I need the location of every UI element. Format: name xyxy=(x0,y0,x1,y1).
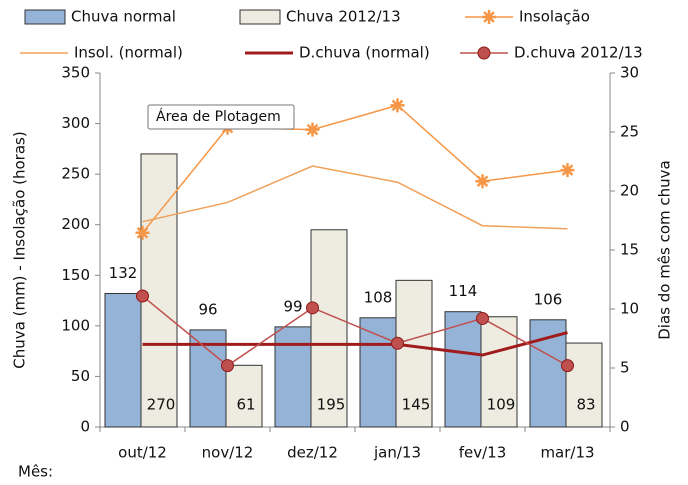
marker xyxy=(560,163,575,178)
legend-item: Insol. (normal) xyxy=(20,44,183,62)
y2-tick-label: 5 xyxy=(620,359,630,377)
marker xyxy=(305,122,320,137)
x-tick-label: out/12 xyxy=(118,444,167,462)
y-tick-label: 300 xyxy=(61,114,90,132)
line xyxy=(142,295,568,367)
data-label: 99 xyxy=(283,297,302,315)
legend-label: D.chuva (normal) xyxy=(299,44,430,62)
y-tick-label: 250 xyxy=(61,165,90,183)
data-label: 270 xyxy=(147,396,176,414)
y-tick-label: 350 xyxy=(61,64,90,82)
marker xyxy=(136,289,149,303)
legend-label: Insol. (normal) xyxy=(74,44,183,62)
bar xyxy=(310,229,348,428)
x-tick-label: nov/12 xyxy=(202,444,254,462)
data-label: 96 xyxy=(198,300,217,318)
bar xyxy=(140,153,178,428)
marker xyxy=(221,359,234,373)
data-label: 83 xyxy=(576,396,595,414)
legend-label: Chuva 2012/13 xyxy=(286,8,401,26)
data-label: 114 xyxy=(449,282,478,300)
legend-swatch xyxy=(24,9,66,25)
x-tick-label: jan/13 xyxy=(373,444,421,462)
y2-tick-label: 20 xyxy=(620,182,639,200)
y-tick-label: 100 xyxy=(61,316,90,334)
bar xyxy=(480,316,518,428)
legend-marker xyxy=(482,10,496,24)
y2-axis-label: Dias do mês com chuva xyxy=(656,160,674,340)
legend-item: Insolação xyxy=(465,8,590,26)
y2-tick-label: 0 xyxy=(620,418,630,436)
legend-item: D.chuva (normal) xyxy=(245,44,430,62)
y2-tick-label: 15 xyxy=(620,241,639,259)
legend-item: Chuva 2012/13 xyxy=(239,8,401,26)
marker xyxy=(476,311,489,325)
legend-label: Insolação xyxy=(519,8,590,26)
y-axis-label: Chuva (mm) - Insolação (horas) xyxy=(11,131,29,368)
x-tick-label: mar/13 xyxy=(540,444,594,462)
legend-label: D.chuva 2012/13 xyxy=(514,44,643,62)
line xyxy=(141,104,568,234)
y-tick-label: 200 xyxy=(61,215,90,233)
bar xyxy=(225,364,263,428)
bar xyxy=(104,292,142,428)
x-tick-label: fev/13 xyxy=(459,444,507,462)
tooltip: Área de Plotagem xyxy=(147,104,295,130)
data-label: 195 xyxy=(317,396,346,414)
line xyxy=(142,331,568,357)
legend-swatch xyxy=(239,9,281,25)
y-tick-label: 150 xyxy=(61,266,90,284)
y2-tick-label: 25 xyxy=(620,123,639,141)
bar xyxy=(359,317,397,428)
x-tick-label: dez/12 xyxy=(287,444,338,462)
marker xyxy=(306,301,319,315)
legend-label: Chuva normal xyxy=(71,8,176,26)
marker xyxy=(390,98,405,113)
legend-item: Chuva normal xyxy=(24,8,176,26)
y2-tick-label: 10 xyxy=(620,300,639,318)
marker xyxy=(475,174,490,189)
bar xyxy=(444,311,482,428)
data-label: 132 xyxy=(109,264,138,282)
line xyxy=(142,165,568,230)
data-label: 108 xyxy=(364,288,393,306)
data-label: 106 xyxy=(534,290,563,308)
y-tick-label: 50 xyxy=(71,367,90,385)
data-label: 61 xyxy=(236,396,255,414)
legend-item: D.chuva 2012/13 xyxy=(460,44,643,62)
marker xyxy=(135,225,150,240)
tooltip-text: Área de Plotagem xyxy=(156,108,281,125)
bar xyxy=(189,329,227,428)
data-label: 145 xyxy=(402,396,431,414)
tooltip-box xyxy=(147,104,295,130)
y2-tick-label: 30 xyxy=(620,64,639,82)
marker xyxy=(391,336,404,350)
y-tick-label: 0 xyxy=(80,418,90,436)
data-label: 109 xyxy=(487,396,516,414)
bar xyxy=(274,326,312,428)
bar xyxy=(395,279,433,428)
legend-marker xyxy=(477,46,491,60)
x-axis-label: Mês: xyxy=(18,463,53,481)
bar xyxy=(565,342,603,428)
marker xyxy=(561,359,574,373)
